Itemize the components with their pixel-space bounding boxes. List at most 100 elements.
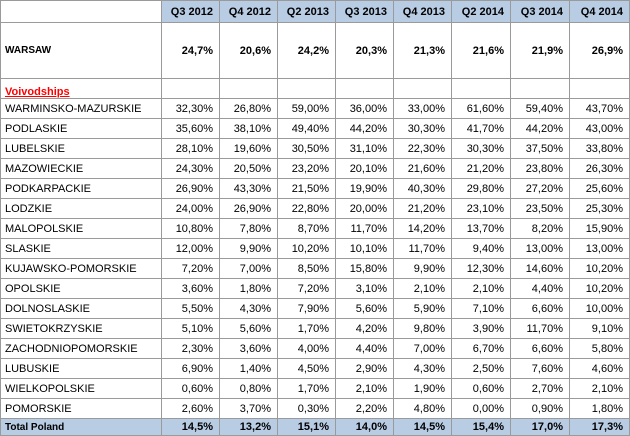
- table-row: LUBUSKIE 6,90% 1,40% 4,50% 2,90% 4,30% 2,50% 7,…: [0, 358, 630, 379]
- row-label: ZACHODNIOPOMORSKIE: [0, 338, 162, 359]
- table-cell: 9,80%: [393, 318, 452, 339]
- table-cell: 44,20%: [335, 118, 394, 139]
- table-cell: 35,60%: [161, 118, 220, 139]
- table-row: PODKARPACKIE 26,90% 43,30% 21,50% 19,90% 40,3…: [0, 178, 630, 199]
- table-cell: 17,3%: [569, 418, 630, 436]
- table-cell: 26,90%: [219, 198, 278, 219]
- table-cell: 7,90%: [277, 298, 336, 319]
- table-cell: 9,10%: [569, 318, 630, 339]
- table-cell: 15,4%: [451, 418, 511, 436]
- table-cell: 11,70%: [335, 218, 394, 239]
- table-cell: 24,7%: [161, 22, 220, 79]
- table-cell: 9,90%: [219, 238, 278, 259]
- table-cell: 15,90%: [569, 218, 630, 239]
- table-cell: [393, 78, 452, 99]
- table-cell: 20,50%: [219, 158, 278, 179]
- table-cell: 41,70%: [451, 118, 511, 139]
- table-cell: 15,1%: [277, 418, 336, 436]
- table-cell: [335, 78, 394, 99]
- table-cell: 20,3%: [335, 22, 394, 79]
- table-row: POMORSKIE 2,60% 3,70% 0,30% 2,20% 4,80% 0,00% 0…: [0, 398, 630, 419]
- table-cell: 23,20%: [277, 158, 336, 179]
- row-label: SLASKIE: [0, 238, 162, 259]
- table-cell: 23,80%: [510, 158, 570, 179]
- table-cell: 4,50%: [277, 358, 336, 379]
- table-cell: 30,30%: [393, 118, 452, 139]
- table-cell: 2,20%: [335, 398, 394, 419]
- row-label: LUBUSKIE: [0, 358, 162, 379]
- table-cell: 7,20%: [277, 278, 336, 299]
- table-cell: [277, 78, 336, 99]
- table-cell: 7,00%: [393, 338, 452, 359]
- row-label: PODKARPACKIE: [0, 178, 162, 199]
- table-cell: 2,50%: [451, 358, 511, 379]
- table-cell: 22,80%: [277, 198, 336, 219]
- section-row: Voivodships: [0, 78, 630, 99]
- table-cell: [510, 78, 570, 99]
- row-label: MAZOWIECKIE: [0, 158, 162, 179]
- column-header: Q2 2013: [277, 0, 336, 23]
- table-cell: 7,10%: [451, 298, 511, 319]
- row-label: POMORSKIE: [0, 398, 162, 419]
- header-row: Q3 2012 Q4 2012 Q2 2013 Q3 2013 Q4 2013 …: [0, 0, 630, 23]
- column-header: Q2 2014: [451, 0, 511, 23]
- table-cell: 2,60%: [161, 398, 220, 419]
- total-row: Total Poland 14,5% 13,2% 15,1% 14,0% 14,5% 15,…: [0, 418, 630, 436]
- table-cell: 4,40%: [510, 278, 570, 299]
- row-label: Total Poland: [0, 418, 162, 436]
- table-cell: 14,0%: [335, 418, 394, 436]
- table-cell: 0,60%: [451, 378, 511, 399]
- column-header: Q3 2013: [335, 0, 394, 23]
- table-cell: 2,10%: [569, 378, 630, 399]
- table-cell: 30,30%: [451, 138, 511, 159]
- table-cell: 3,70%: [219, 398, 278, 419]
- row-label: MALOPOLSKIE: [0, 218, 162, 239]
- table-cell: 25,30%: [569, 198, 630, 219]
- table-cell: 27,20%: [510, 178, 570, 199]
- table-cell: 8,20%: [510, 218, 570, 239]
- table-cell: 3,60%: [219, 338, 278, 359]
- table-cell: 5,10%: [161, 318, 220, 339]
- table-cell: 21,20%: [393, 198, 452, 219]
- table-cell: 21,20%: [451, 158, 511, 179]
- table-cell: 15,80%: [335, 258, 394, 279]
- table-cell: 8,50%: [277, 258, 336, 279]
- table-row: LODZKIE 24,00% 26,90% 22,80% 20,00% 21,20% 23,…: [0, 198, 630, 219]
- table-cell: 13,00%: [510, 238, 570, 259]
- table-cell: 61,60%: [451, 98, 511, 119]
- table-cell: 30,50%: [277, 138, 336, 159]
- table-cell: 6,60%: [510, 338, 570, 359]
- table-cell: 6,60%: [510, 298, 570, 319]
- table-cell: 21,3%: [393, 22, 452, 79]
- table-cell: 23,10%: [451, 198, 511, 219]
- table-cell: 33,80%: [569, 138, 630, 159]
- table-cell: 14,60%: [510, 258, 570, 279]
- column-header: Q4 2012: [219, 0, 278, 23]
- table-row: LUBELSKIE 28,10% 19,60% 30,50% 31,10% 22,30% 3…: [0, 138, 630, 159]
- table-cell: 10,20%: [277, 238, 336, 259]
- table-cell: 12,00%: [161, 238, 220, 259]
- table-cell: 10,20%: [569, 258, 630, 279]
- table-cell: 43,30%: [219, 178, 278, 199]
- table-cell: 21,9%: [510, 22, 570, 79]
- table-cell: 21,50%: [277, 178, 336, 199]
- table-cell: [161, 78, 220, 99]
- table-cell: 4,30%: [219, 298, 278, 319]
- warsaw-row: WARSAW 24,7% 20,6% 24,2% 20,3% 21,3% 21,…: [0, 22, 630, 79]
- section-label: Voivodships: [0, 78, 162, 99]
- row-label: WARSAW: [0, 22, 162, 79]
- table-cell: 26,9%: [569, 22, 630, 79]
- table-row: SLASKIE 12,00% 9,90% 10,20% 10,10% 11,70% 9,40…: [0, 238, 630, 259]
- table-cell: 0,30%: [277, 398, 336, 419]
- table-cell: 8,70%: [277, 218, 336, 239]
- table-row: MAZOWIECKIE 24,30% 20,50% 23,20% 20,10% 21,60…: [0, 158, 630, 179]
- table-cell: 28,10%: [161, 138, 220, 159]
- table-cell: 33,00%: [393, 98, 452, 119]
- row-label: LUBELSKIE: [0, 138, 162, 159]
- table-cell: 10,80%: [161, 218, 220, 239]
- table-cell: 24,2%: [277, 22, 336, 79]
- table-cell: 59,00%: [277, 98, 336, 119]
- table-cell: 1,40%: [219, 358, 278, 379]
- row-label: DOLNOSLASKIE: [0, 298, 162, 319]
